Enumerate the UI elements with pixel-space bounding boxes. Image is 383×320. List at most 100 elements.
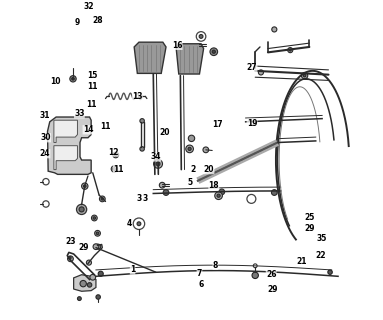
Text: 28: 28 xyxy=(92,16,103,25)
Text: 13: 13 xyxy=(132,92,142,101)
Circle shape xyxy=(80,280,87,287)
Circle shape xyxy=(186,145,193,153)
Circle shape xyxy=(67,256,73,262)
Text: 26: 26 xyxy=(266,270,277,279)
Circle shape xyxy=(140,147,144,151)
Circle shape xyxy=(154,159,162,168)
Circle shape xyxy=(215,192,223,200)
Circle shape xyxy=(163,190,169,196)
Circle shape xyxy=(328,270,332,274)
Text: 5: 5 xyxy=(187,178,193,187)
Text: 3: 3 xyxy=(136,194,142,203)
Circle shape xyxy=(252,272,259,278)
Text: 1: 1 xyxy=(130,265,135,275)
Text: 3: 3 xyxy=(143,194,148,203)
Text: 23: 23 xyxy=(66,237,76,246)
Text: 12: 12 xyxy=(108,148,119,156)
Text: 34: 34 xyxy=(151,152,161,161)
Text: 11: 11 xyxy=(87,82,98,91)
Text: 25: 25 xyxy=(304,213,314,222)
Text: 32: 32 xyxy=(83,2,94,11)
Circle shape xyxy=(98,271,103,276)
Circle shape xyxy=(96,295,100,299)
Text: 14: 14 xyxy=(83,125,93,134)
Circle shape xyxy=(82,183,88,189)
Circle shape xyxy=(113,168,116,170)
Text: 31: 31 xyxy=(40,111,50,120)
Circle shape xyxy=(93,244,99,250)
Text: 7: 7 xyxy=(197,268,202,278)
Circle shape xyxy=(96,232,99,235)
Circle shape xyxy=(96,244,101,249)
Circle shape xyxy=(288,48,293,53)
Circle shape xyxy=(188,135,195,141)
Circle shape xyxy=(92,215,97,221)
Text: 18: 18 xyxy=(208,181,219,190)
Circle shape xyxy=(83,185,86,188)
Circle shape xyxy=(159,182,165,188)
Polygon shape xyxy=(134,42,166,73)
Circle shape xyxy=(203,147,209,153)
Circle shape xyxy=(272,27,277,32)
Circle shape xyxy=(115,154,117,156)
Circle shape xyxy=(156,162,160,166)
Circle shape xyxy=(137,222,141,226)
Circle shape xyxy=(70,76,76,82)
Text: 6: 6 xyxy=(198,280,204,289)
Text: 8: 8 xyxy=(213,261,218,270)
Text: 11: 11 xyxy=(86,100,97,109)
Text: 24: 24 xyxy=(40,149,50,158)
Circle shape xyxy=(140,119,144,123)
Circle shape xyxy=(87,260,92,265)
Text: 19: 19 xyxy=(247,119,257,128)
Text: 20: 20 xyxy=(204,165,214,174)
Circle shape xyxy=(93,217,96,219)
Polygon shape xyxy=(47,117,91,174)
Circle shape xyxy=(217,194,220,197)
Circle shape xyxy=(79,207,84,212)
Polygon shape xyxy=(54,120,77,142)
Circle shape xyxy=(72,77,74,80)
Circle shape xyxy=(219,189,224,195)
Circle shape xyxy=(77,297,81,300)
Text: 10: 10 xyxy=(50,77,61,86)
Text: 2: 2 xyxy=(190,165,196,174)
Text: 11: 11 xyxy=(100,122,111,131)
Circle shape xyxy=(303,74,306,77)
Text: 17: 17 xyxy=(212,121,222,130)
Text: 4: 4 xyxy=(127,219,132,228)
Text: 27: 27 xyxy=(247,63,257,72)
Text: 29: 29 xyxy=(267,284,278,293)
Circle shape xyxy=(111,166,118,172)
Polygon shape xyxy=(176,44,204,74)
Circle shape xyxy=(101,198,103,200)
Text: 11: 11 xyxy=(113,165,123,174)
Circle shape xyxy=(188,147,191,150)
Circle shape xyxy=(289,49,291,51)
Text: 35: 35 xyxy=(316,234,327,243)
Text: 22: 22 xyxy=(315,251,326,260)
Text: 21: 21 xyxy=(296,258,307,267)
Circle shape xyxy=(212,50,215,53)
Polygon shape xyxy=(74,275,96,291)
Circle shape xyxy=(272,190,277,196)
Circle shape xyxy=(87,283,92,287)
Circle shape xyxy=(210,48,218,56)
Circle shape xyxy=(301,72,308,79)
Text: 16: 16 xyxy=(172,41,182,50)
Circle shape xyxy=(259,70,264,75)
Text: 9: 9 xyxy=(74,18,79,27)
Circle shape xyxy=(199,35,203,38)
Circle shape xyxy=(95,230,100,236)
Circle shape xyxy=(69,257,71,259)
Text: 29: 29 xyxy=(304,224,314,233)
Text: 20: 20 xyxy=(159,128,170,138)
Circle shape xyxy=(100,196,105,202)
Text: 29: 29 xyxy=(79,243,89,252)
Polygon shape xyxy=(54,146,77,170)
Text: 30: 30 xyxy=(40,133,51,142)
Text: 33: 33 xyxy=(74,109,85,118)
Text: 15: 15 xyxy=(88,71,98,80)
Circle shape xyxy=(113,152,119,158)
Circle shape xyxy=(77,204,87,214)
